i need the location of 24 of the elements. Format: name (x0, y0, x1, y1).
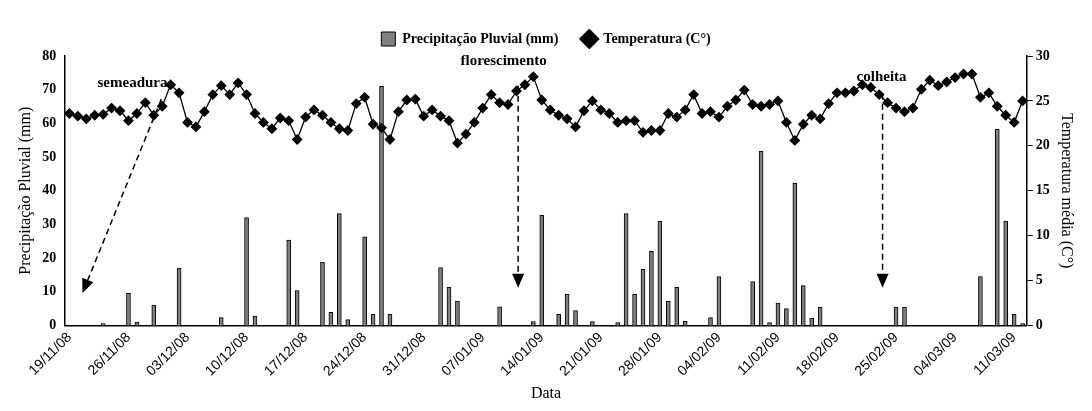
y-tick-label: 0 (49, 317, 57, 332)
y-tick-label: 30 (42, 215, 57, 231)
annotation: semeadura (97, 73, 168, 90)
y-tick-label: 80 (42, 47, 57, 63)
y2-tick-label: 20 (1035, 137, 1050, 153)
annotation: florescimento (460, 52, 547, 69)
y-tick-label: 60 (42, 114, 57, 130)
y-tick-label: 70 (42, 81, 57, 97)
y2-tick-label: 0 (1035, 317, 1043, 332)
y-tick-label: 50 (42, 148, 57, 164)
y2-tick-label: 5 (1035, 272, 1043, 288)
y2-tick-label: 30 (1035, 47, 1050, 63)
y2-tick-label: 10 (1035, 227, 1050, 243)
y-tick-label: 10 (42, 283, 57, 299)
y2-tick-label: 15 (1035, 182, 1050, 198)
annotation: colheita (856, 68, 908, 85)
legend-label: Temperatura (C°) (603, 30, 712, 47)
x-axis-title: Data (530, 383, 562, 401)
y-tick-label: 40 (42, 182, 57, 198)
y-axis-title: Precipitação Pluvial (mm) (15, 106, 34, 275)
y2-axis-title: Temperatura média (C°) (1058, 112, 1077, 269)
legend-label: Precipitação Pluvial (mm) (402, 30, 559, 47)
y2-tick-label: 25 (1035, 92, 1050, 108)
y-tick-label: 20 (42, 249, 57, 265)
